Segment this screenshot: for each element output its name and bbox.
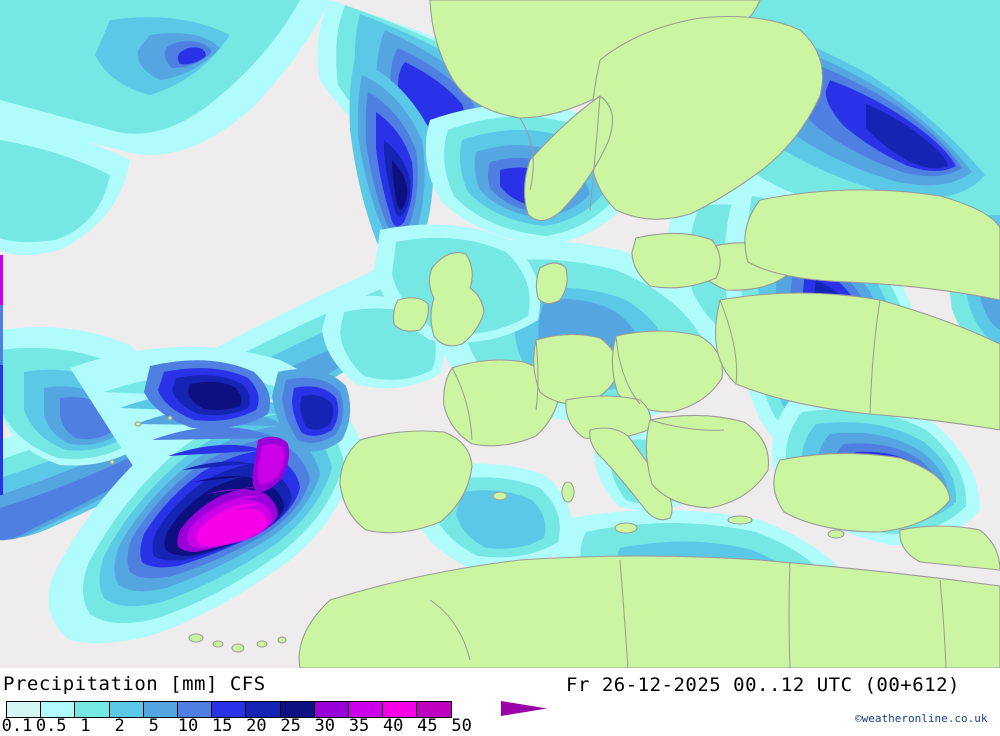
italy [589, 427, 673, 521]
baltic-states [631, 232, 721, 289]
russia-west [744, 189, 1000, 301]
colorbar-tick-5: 5 [148, 716, 159, 736]
atlantic-islets [109, 415, 173, 465]
central-europe [611, 330, 724, 413]
norway [523, 95, 614, 222]
colorbar-tick-0_1: 0.1 [1, 716, 33, 736]
colorbar-swatch-0.1-0.5 [7, 702, 42, 717]
colorbar-swatch-35-40 [348, 702, 384, 717]
colorbar-swatch-15-20 [212, 702, 247, 717]
colorbar-tick-10: 10 [177, 716, 199, 736]
colorbar-swatch-45-50 [417, 702, 452, 717]
colorbar-swatch-40-45 [383, 702, 418, 717]
colorbar-swatch-1-2 [75, 702, 110, 717]
colorbar-tick-45: 45 [417, 716, 438, 736]
colorbar-tick-35: 35 [348, 716, 370, 736]
colorbar-swatch-20-25 [246, 702, 281, 717]
copyright-notice: ©weatheronline.co.uk [855, 712, 988, 725]
colorbar-tick-2: 2 [114, 716, 125, 736]
mediterranean-islands [492, 481, 845, 539]
colorbar-tick-30: 30 [314, 716, 336, 736]
colorbar-tick-0_5: 0.5 [35, 716, 67, 736]
denmark [535, 262, 568, 305]
land-layer [109, 0, 1000, 668]
precipitation-colorbar[interactable] [6, 701, 453, 718]
balkans [645, 414, 770, 509]
map-svg [0, 0, 1000, 668]
colorbar-swatch-5-10 [143, 702, 178, 717]
footer-bar: Precipitation [mm] CFS Fr 26-12-2025 00.… [0, 668, 1000, 736]
north-africa [298, 555, 1000, 668]
colorbar-tick-15: 15 [211, 716, 233, 736]
colorbar-tick-labels: 0.1 0.5 1 2 5 10 15 20 25 30 35 40 45 50 [0, 716, 560, 736]
forecast-run-label: Fr 26-12-2025 00..12 UTC (00+612) [566, 674, 960, 696]
iberia [339, 430, 473, 534]
precipitation-field [0, 0, 1000, 645]
colorbar-tick-20: 20 [246, 716, 267, 736]
colorbar-tick-25: 25 [280, 716, 301, 736]
colorbar-tick-1: 1 [80, 716, 91, 736]
germany [533, 333, 619, 405]
france [443, 359, 561, 447]
colorbar-swatch-30-35 [314, 702, 349, 717]
great-britain [428, 252, 485, 347]
map-canvas[interactable] [0, 0, 1000, 668]
ireland [392, 297, 429, 332]
colorbar-tick-50: 50 [451, 716, 472, 736]
colorbar-swatch-2-5 [109, 702, 144, 717]
colorbar-swatch-0.5-1 [41, 702, 76, 717]
colorbar-swatch-25-30 [280, 702, 315, 717]
canary-islands [188, 633, 287, 653]
border-layer [429, 95, 947, 668]
turkey [773, 452, 951, 533]
legend-title: Precipitation [mm] CFS [3, 673, 266, 695]
colorbar-swatch-10-15 [177, 702, 213, 717]
colorbar-overflow-arrow [501, 701, 547, 716]
colorbar-tick-40: 40 [382, 716, 404, 736]
